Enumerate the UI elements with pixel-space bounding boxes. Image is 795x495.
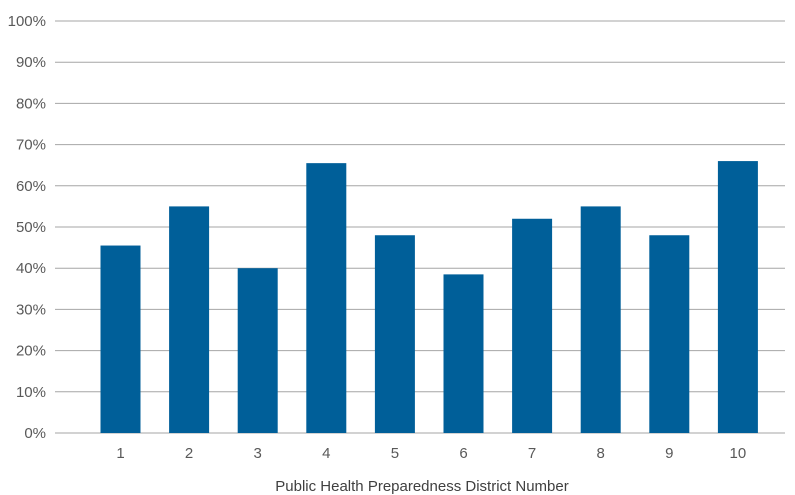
y-tick-label: 0% [24,425,46,442]
bar [169,206,210,433]
x-tick-label: 6 [459,445,467,462]
y-tick-label: 70% [16,137,46,154]
bar [580,206,621,433]
x-tick-label: 9 [665,445,673,462]
y-tick-label: 40% [16,260,46,277]
x-tick-label: 8 [597,445,605,462]
y-tick-label: 80% [16,95,46,112]
bar [306,163,347,433]
bar [237,268,278,433]
bar [717,161,758,433]
y-axis-tick-labels: 0% 10% 20% 30% 40% 50% 60% 70% 80% 90% 100% [8,13,46,442]
y-tick-label: 100% [8,13,46,30]
bar [512,218,553,433]
y-tick-label: 60% [16,178,46,195]
x-tick-label: 3 [254,445,262,462]
x-tick-label: 7 [528,445,536,462]
bar [443,274,484,433]
x-axis-title: Public Health Preparedness District Numb… [275,478,568,495]
bar [100,245,141,433]
bar [649,235,690,433]
bars [100,161,758,433]
y-tick-label: 30% [16,301,46,318]
x-tick-label: 10 [730,445,747,462]
x-tick-label: 2 [185,445,193,462]
y-tick-label: 20% [16,343,46,360]
x-tick-label: 4 [322,445,330,462]
y-tick-label: 50% [16,219,46,236]
bar [374,235,415,433]
x-tick-label: 1 [116,445,124,462]
y-tick-label: 10% [16,384,46,401]
y-tick-label: 90% [16,54,46,71]
x-tick-label: 5 [391,445,399,462]
x-axis-tick-labels: 1 2 3 4 5 6 7 8 9 10 [116,445,746,462]
